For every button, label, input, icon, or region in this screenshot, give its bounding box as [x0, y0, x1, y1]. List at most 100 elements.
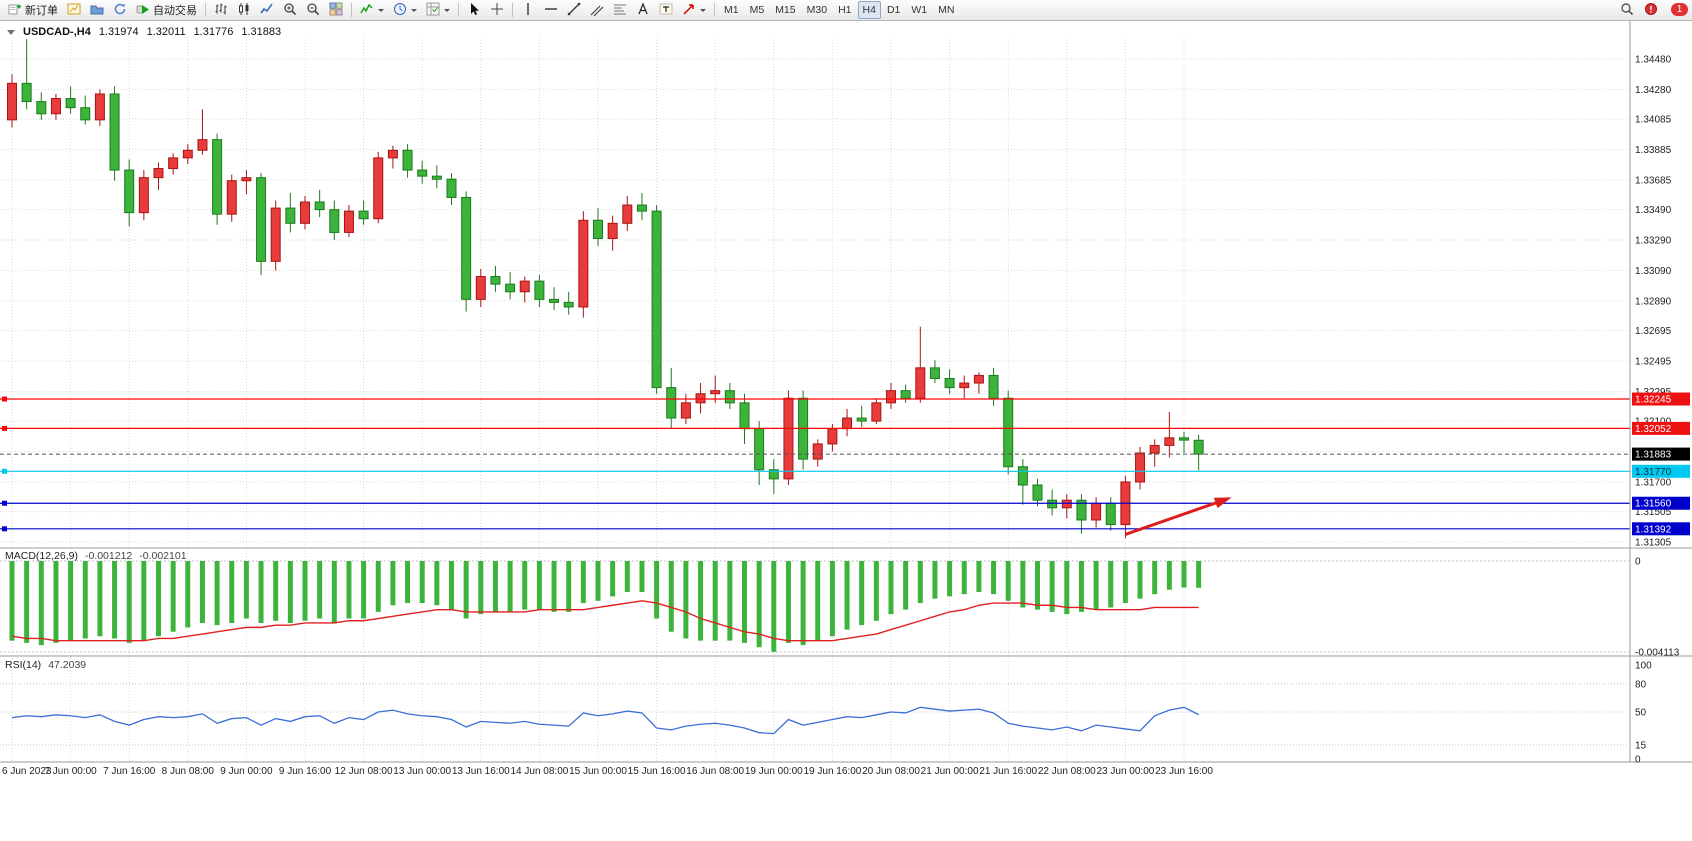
alerts-button[interactable] [1640, 1, 1662, 19]
crosshair-button[interactable] [486, 1, 508, 19]
svg-text:1.32245: 1.32245 [1635, 395, 1672, 406]
timeframe-button-m30[interactable]: M30 [802, 1, 832, 19]
autotrading-button[interactable]: 自动交易 [132, 1, 201, 19]
arrows-button[interactable] [678, 1, 710, 19]
price-axis-labels: 1.34480 1.34280 1.34085 1.33885 1.33685 1.334… [1635, 55, 1680, 766]
vertical-line-button[interactable] [517, 1, 539, 19]
svg-text:1.31770: 1.31770 [1635, 467, 1672, 478]
price-level-label: 1.32245 [1632, 392, 1690, 406]
chart-symbol: USDCAD-,H4 [23, 26, 91, 38]
cursor-button[interactable] [463, 1, 485, 19]
candlestick-type-button[interactable] [233, 1, 255, 19]
svg-text:14 Jun 08:00: 14 Jun 08:00 [510, 766, 568, 777]
svg-text:22 Jun 08:00: 22 Jun 08:00 [1038, 766, 1096, 777]
rsi-name: RSI(14) [5, 659, 42, 671]
templates-icon [426, 2, 440, 19]
toolbar-separator [714, 3, 715, 17]
line-chart-icon [260, 2, 274, 19]
svg-text:1.31883: 1.31883 [1635, 450, 1672, 461]
ohlc-close: 1.31883 [241, 26, 282, 38]
macd-layer [0, 560, 1630, 653]
svg-text:1.31560: 1.31560 [1635, 499, 1672, 510]
new-chart-button[interactable] [63, 1, 85, 19]
svg-text:1.31305: 1.31305 [1635, 538, 1672, 549]
svg-text:1.31700: 1.31700 [1635, 477, 1672, 488]
alert-icon [1644, 2, 1658, 19]
tile-windows-button[interactable] [325, 1, 347, 19]
horizontal-lines-layer[interactable] [0, 396, 1630, 532]
macd-indicator-label: MACD(12,26,9) -0.001212 -0.002101 [5, 550, 187, 562]
timeframe-button-d1[interactable]: D1 [882, 1, 905, 19]
rsi-value: 47.2039 [48, 659, 87, 671]
timeframe-button-m1[interactable]: M1 [719, 1, 744, 19]
horizontal-line-button[interactable] [540, 1, 562, 19]
svg-text:1.32890: 1.32890 [1635, 296, 1672, 307]
fibonacci-button[interactable] [609, 1, 631, 19]
zoom-out-button[interactable] [302, 1, 324, 19]
zoom-in-button[interactable] [279, 1, 301, 19]
timeframe-button-h1[interactable]: H1 [833, 1, 856, 19]
toolbar-separator [205, 3, 206, 17]
svg-text:1.32295: 1.32295 [1635, 387, 1672, 398]
svg-text:12 Jun 08:00: 12 Jun 08:00 [335, 766, 393, 777]
symbol-expander-icon[interactable] [7, 29, 15, 35]
ohlc-high: 1.32011 [146, 26, 186, 38]
rsi-indicator-label: RSI(14) 47.2039 [5, 659, 86, 671]
new-order-button[interactable]: 新订单 [4, 1, 62, 19]
price-level-label: 1.32052 [1632, 421, 1690, 435]
search-icon [1620, 2, 1634, 19]
svg-text:50: 50 [1635, 708, 1647, 719]
search-button[interactable] [1616, 1, 1638, 19]
refresh-button[interactable] [109, 1, 131, 19]
timeframe-toolbar: M1 M5 M15 M30 H1 H4 D1 W1 MN [719, 1, 959, 19]
periods-button[interactable] [389, 1, 421, 19]
svg-text:80: 80 [1635, 679, 1647, 690]
timeframe-button-mn[interactable]: MN [933, 1, 959, 19]
templates-button[interactable] [422, 1, 454, 19]
timeframe-button-h4[interactable]: H4 [857, 1, 881, 19]
svg-text:7 Jun 00:00: 7 Jun 00:00 [44, 766, 97, 777]
profiles-button[interactable] [86, 1, 108, 19]
svg-text:1.33090: 1.33090 [1635, 266, 1672, 277]
equidistant-channel-icon [590, 2, 604, 19]
profiles-icon [90, 2, 104, 19]
svg-text:23 Jun 00:00: 23 Jun 00:00 [1096, 766, 1154, 777]
cursor-arrow-icon [467, 2, 481, 19]
chevron-down-icon [411, 8, 417, 12]
vertical-line-icon [521, 2, 535, 19]
timeframe-button-m5[interactable]: M5 [745, 1, 770, 19]
rsi-layer [0, 683, 1630, 746]
svg-text:1.34280: 1.34280 [1635, 85, 1672, 96]
svg-text:21 Jun 00:00: 21 Jun 00:00 [921, 766, 979, 777]
bar-chart-type-button[interactable] [210, 1, 232, 19]
price-level-label: 1.31560 [1632, 496, 1690, 510]
svg-text:1.32495: 1.32495 [1635, 356, 1672, 367]
timeframe-button-w1[interactable]: W1 [906, 1, 932, 19]
timeframe-button-m15[interactable]: M15 [770, 1, 800, 19]
trendline-icon [567, 2, 581, 19]
grid-layer [0, 37, 1630, 762]
text-button[interactable] [632, 1, 654, 19]
zoom-out-icon [306, 2, 320, 19]
chart-canvas[interactable]: 1.34480 1.34280 1.34085 1.33885 1.33685 1.334… [0, 21, 1692, 841]
current-price-label: 1.31883 [1632, 447, 1690, 461]
svg-text:19 Jun 00:00: 19 Jun 00:00 [745, 766, 803, 777]
text-label-icon [659, 2, 673, 19]
text-label-button[interactable] [655, 1, 677, 19]
macd-name: MACD(12,26,9) [5, 550, 78, 562]
trendline-button[interactable] [563, 1, 585, 19]
indicators-button[interactable] [356, 1, 388, 19]
line-chart-type-button[interactable] [256, 1, 278, 19]
toolbar: 新订单 自动交易 M1 M5 M15 M30 H1 H4 D1 W1 MN [0, 0, 1692, 21]
channel-button[interactable] [586, 1, 608, 19]
new-chart-icon [67, 2, 81, 19]
notification-badge[interactable]: 1 [1671, 3, 1688, 16]
toolbar-separator [351, 3, 352, 17]
crosshair-icon [490, 2, 504, 19]
svg-text:15: 15 [1635, 740, 1647, 751]
refresh-icon [113, 2, 127, 19]
svg-text:1.32695: 1.32695 [1635, 326, 1672, 337]
trend-arrow-annotation[interactable] [1124, 497, 1232, 536]
svg-text:15 Jun 00:00: 15 Jun 00:00 [569, 766, 627, 777]
